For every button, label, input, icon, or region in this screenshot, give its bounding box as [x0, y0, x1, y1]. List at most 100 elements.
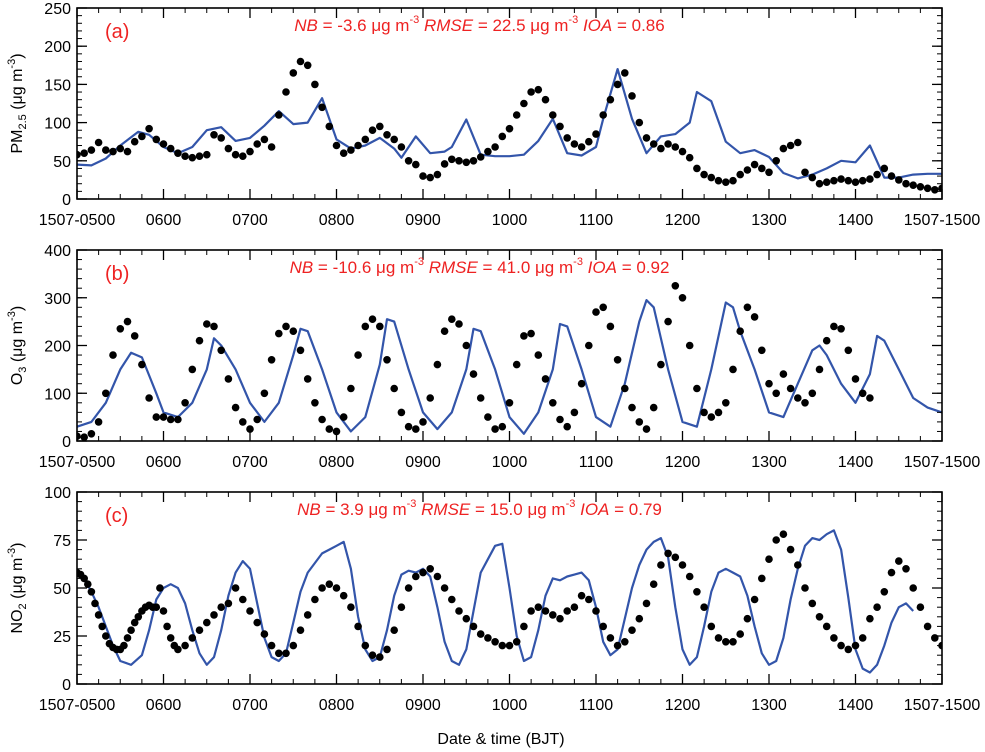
observation-point: [628, 626, 636, 634]
observation-point: [383, 645, 391, 654]
observation-point: [188, 153, 197, 162]
observation-point: [361, 641, 370, 650]
observation-point: [455, 607, 463, 615]
observation-point: [311, 595, 319, 604]
x-tick-label: 1400: [838, 697, 874, 714]
observation-point: [664, 317, 672, 326]
observation-point: [707, 173, 716, 182]
observation-point: [743, 166, 752, 174]
observation-point: [94, 138, 103, 147]
model-line: [77, 299, 942, 435]
observation-point: [195, 336, 204, 345]
observation-point: [426, 173, 435, 182]
observation-point: [311, 80, 319, 89]
observation-point: [368, 126, 377, 134]
stats-unit-exponent: -3: [566, 498, 576, 510]
observation-point: [159, 413, 168, 421]
observation-point: [224, 599, 233, 608]
observation-point: [758, 164, 766, 173]
observation-point: [895, 176, 903, 184]
stats-equals: =: [478, 258, 497, 277]
observation-point: [354, 622, 362, 631]
observation-point: [282, 322, 290, 331]
observation-point: [210, 131, 218, 139]
observation-point: [916, 603, 925, 611]
observation-point: [909, 181, 917, 189]
y-tick-label: 100: [44, 116, 71, 133]
stats-equals: =: [313, 258, 332, 277]
stats-nb-label: NB: [294, 16, 318, 35]
observation-point: [102, 389, 110, 398]
observation-point: [469, 157, 478, 165]
observation-point: [541, 95, 550, 104]
observation-point: [577, 379, 586, 388]
observation-point: [87, 588, 96, 596]
observation-point: [707, 413, 716, 421]
observation-point: [671, 553, 680, 562]
observation-point: [80, 433, 88, 441]
observation-point: [412, 572, 420, 581]
y-axis-label-exponent: -3: [6, 59, 18, 69]
observation-point: [448, 595, 456, 604]
y-axis-label-exponent: -3: [6, 311, 18, 321]
observation-point: [635, 614, 644, 623]
observation-point: [469, 622, 478, 631]
observation-point: [275, 329, 283, 338]
observation-point: [354, 351, 362, 359]
x-tick-label: 1000: [492, 454, 528, 471]
observation-point: [376, 653, 384, 661]
observation-point: [736, 327, 744, 336]
panel-label: (c): [105, 505, 128, 527]
y-axis-label-subscript: 2: [17, 603, 29, 609]
observation-point: [512, 360, 521, 369]
stats-equals: =: [318, 16, 337, 35]
stats-unit-exponent: -3: [407, 498, 417, 510]
observation-point: [260, 135, 269, 144]
observation-point: [815, 179, 824, 188]
observation-point: [801, 584, 809, 592]
x-tick-label: 1200: [665, 697, 701, 714]
observation-point: [397, 603, 406, 611]
observation-point: [830, 176, 838, 185]
plot-area: [77, 282, 942, 441]
observation-point: [938, 184, 942, 193]
observation-point: [347, 603, 355, 611]
observation-point: [822, 336, 831, 345]
observation-point: [779, 144, 788, 153]
y-axis-label: PM2.5 (μg m-3): [6, 53, 29, 153]
observation-point: [671, 143, 680, 151]
observation-point: [714, 176, 723, 185]
x-tick-label: 0900: [405, 697, 441, 714]
observation-point: [534, 85, 543, 94]
observation-point: [714, 634, 723, 642]
observation-point: [685, 153, 694, 162]
x-tick-label: 1507-0500: [39, 212, 116, 229]
x-tick-label: 0800: [319, 212, 355, 229]
stats-rmse-value: 15.0: [490, 500, 528, 519]
stats-ioa-label: IOA: [583, 16, 612, 35]
observation-point: [239, 418, 247, 426]
observation-point: [491, 425, 499, 433]
y-axis-label-main: NO: [9, 609, 26, 633]
observation-point: [520, 622, 528, 631]
y-axis-label: O3 (μg m-3): [6, 306, 29, 385]
y-tick-label: 0: [62, 677, 71, 694]
observation-point: [693, 384, 701, 393]
x-tick-label: 1100: [579, 454, 614, 471]
observation-point: [440, 327, 449, 336]
stats-nb-value: 3.9: [340, 500, 368, 519]
observation-point: [282, 88, 290, 96]
observation-point: [750, 313, 759, 321]
observation-point: [412, 425, 420, 433]
observation-point: [174, 645, 182, 654]
observation-point: [570, 603, 579, 611]
observation-point: [325, 425, 334, 433]
observation-point: [318, 415, 326, 424]
observation-point: [830, 322, 838, 331]
x-tick-label: 0700: [232, 454, 268, 471]
observation-point: [109, 147, 117, 156]
observation-point: [729, 176, 737, 185]
observation-point: [289, 641, 298, 650]
stats-text: NB = -10.6 μg m-3 RMSE = 41.0 μg m-3 IOA…: [290, 256, 670, 277]
